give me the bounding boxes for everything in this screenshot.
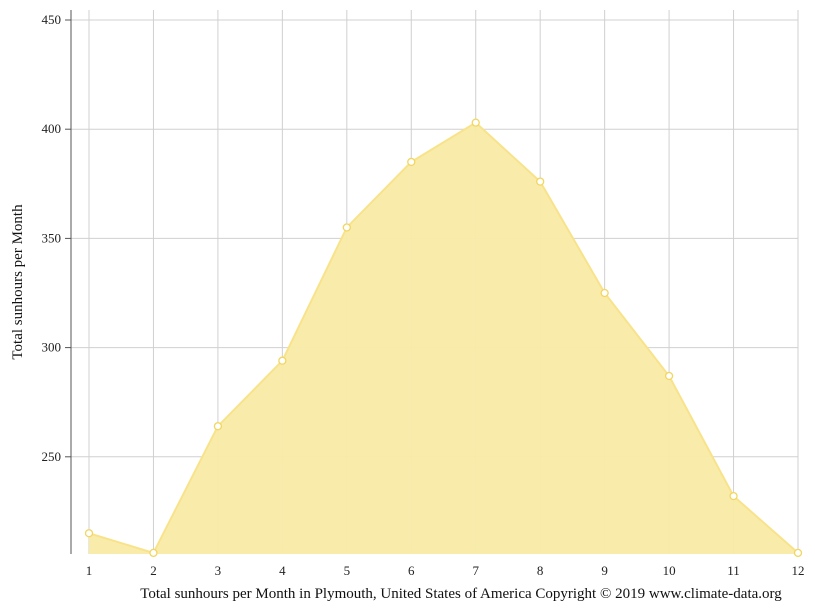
- y-ticks: 250 300 350 400 450: [42, 12, 71, 464]
- x-tick-label-2: 2: [150, 563, 157, 578]
- data-point-4: [278, 356, 287, 365]
- data-point-11: [729, 491, 738, 501]
- y-tick-label-350: 350: [42, 230, 62, 245]
- x-tick-label-12: 12: [792, 563, 805, 578]
- data-point-2: [149, 548, 158, 558]
- data-point-5: [342, 223, 351, 232]
- sunhours-area: [89, 122, 798, 554]
- x-tick-label-8: 8: [537, 563, 544, 578]
- data-points: [84, 118, 803, 558]
- chart-caption: Total sunhours per Month in Plymouth, Un…: [140, 586, 782, 602]
- y-tick-label-400: 400: [42, 121, 62, 136]
- x-tick-label-10: 10: [663, 563, 676, 578]
- data-point-7: [471, 118, 480, 127]
- data-point-6: [407, 157, 416, 167]
- x-tick-label-5: 5: [344, 563, 351, 578]
- data-point-3: [213, 422, 223, 431]
- y-tick-label-450: 450: [42, 12, 62, 27]
- data-point-12: [793, 548, 803, 558]
- y-tick-label-300: 300: [42, 340, 62, 355]
- x-tick-label-3: 3: [215, 563, 222, 578]
- sunhours-line: [88, 121, 799, 555]
- data-point-9: [600, 288, 609, 298]
- x-tick-label-1: 1: [86, 563, 93, 578]
- x-tick-label-7: 7: [472, 563, 479, 578]
- x-tick-label-9: 9: [601, 563, 608, 578]
- x-ticks: 1 2 3 4 5 6 7 8 9 10 11 12: [86, 563, 805, 578]
- data-point-1: [84, 529, 94, 538]
- x-tick-label-11: 11: [727, 563, 740, 578]
- data-point-8: [536, 177, 545, 186]
- data-point-10: [664, 371, 674, 381]
- x-tick-label-4: 4: [279, 563, 286, 578]
- y-axis-label: Total sunhours per Month: [10, 204, 26, 360]
- y-tick-label-250: 250: [42, 449, 62, 464]
- x-tick-label-6: 6: [408, 563, 415, 578]
